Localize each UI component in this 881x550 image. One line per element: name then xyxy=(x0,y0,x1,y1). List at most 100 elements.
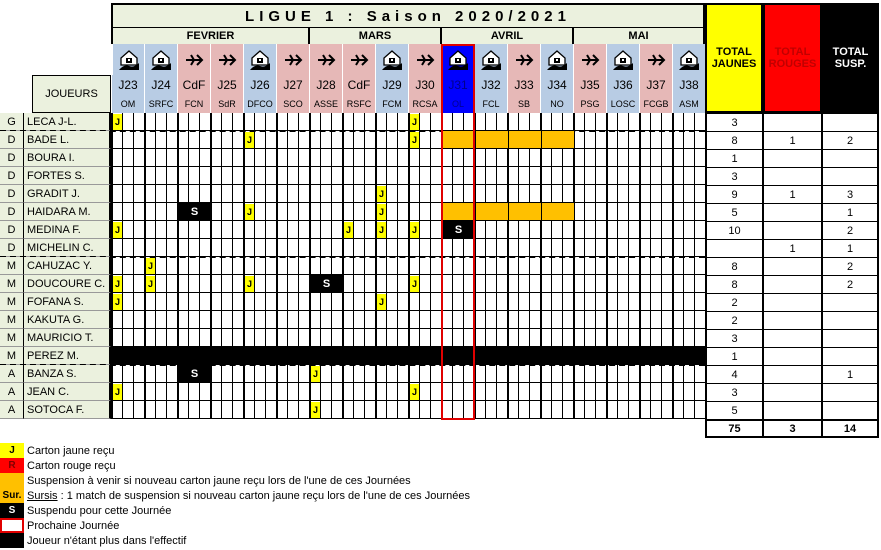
grid-cell xyxy=(210,167,221,185)
grid-cell xyxy=(287,311,298,329)
grid-cell xyxy=(562,311,573,329)
grid-cell xyxy=(375,149,386,167)
grid-cell xyxy=(166,275,177,293)
grid-cell xyxy=(177,257,188,275)
grid-cell xyxy=(650,293,661,311)
grid-cell xyxy=(694,221,705,239)
grid-cell xyxy=(474,113,485,131)
grid-cell xyxy=(452,365,463,383)
grid-cell xyxy=(309,239,320,257)
legend-label: : 1 match de suspension si nouveau carto… xyxy=(57,489,470,502)
grid-cell xyxy=(474,185,485,203)
grid-cell xyxy=(650,311,661,329)
grid-cell xyxy=(243,149,254,167)
grid-cell xyxy=(364,275,375,293)
yellow-card-mark: J xyxy=(410,114,419,130)
legend-label: Carton rouge reçu xyxy=(27,459,116,472)
total-jaunes: 8 xyxy=(705,275,763,294)
grid-cell xyxy=(540,113,551,131)
grid-cell xyxy=(584,149,595,167)
grid-cell xyxy=(595,149,606,167)
total-rouges: 1 xyxy=(763,239,822,258)
grid-cell xyxy=(254,293,265,311)
match-opponent: ASSE xyxy=(309,95,342,113)
grid-cell xyxy=(639,203,650,221)
player-name: JEAN C. xyxy=(24,383,111,401)
grid-cell xyxy=(342,293,353,311)
grid-cell xyxy=(672,275,683,293)
grid-cell xyxy=(650,383,661,401)
grid-cell xyxy=(694,185,705,203)
grid-cell xyxy=(265,293,276,311)
suspended-mark: S xyxy=(310,275,343,293)
grid-cell xyxy=(375,401,386,419)
total-jaunes: 9 xyxy=(705,185,763,204)
grid-cell xyxy=(518,167,529,185)
match-opponent: RCSA xyxy=(408,95,441,113)
grid-cell xyxy=(551,401,562,419)
player-position: M xyxy=(0,311,24,329)
grid-cell xyxy=(551,329,562,347)
grid-cell xyxy=(188,383,199,401)
grid-cell xyxy=(188,239,199,257)
grid-cell xyxy=(144,239,155,257)
total-susp: 3 xyxy=(822,185,879,204)
grid-cell xyxy=(430,185,441,203)
grid-cell xyxy=(276,167,287,185)
grid-cell xyxy=(628,149,639,167)
grid-cell xyxy=(529,185,540,203)
total-rouges: 1 xyxy=(763,131,822,150)
grid-cell xyxy=(309,149,320,167)
grid-cell xyxy=(584,203,595,221)
grid-cell xyxy=(364,185,375,203)
suspended-mark: S xyxy=(442,221,475,239)
grid-cell xyxy=(573,221,584,239)
grid-cell xyxy=(606,365,617,383)
grid-cell xyxy=(309,167,320,185)
grid-cell xyxy=(133,329,144,347)
grid-cell xyxy=(639,167,650,185)
grid-cell xyxy=(463,167,474,185)
grid-cell xyxy=(606,383,617,401)
grid-cell xyxy=(276,365,287,383)
grid-cell xyxy=(595,113,606,131)
grid-cell xyxy=(243,293,254,311)
grid-cell xyxy=(661,401,672,419)
yellow-card-mark: J xyxy=(113,222,122,238)
player-position: D xyxy=(0,167,24,185)
grid-cell xyxy=(155,293,166,311)
grid-cell xyxy=(650,257,661,275)
grid-cell xyxy=(386,311,397,329)
grid-cell xyxy=(661,149,672,167)
suspended-mark: S xyxy=(178,365,211,383)
grid-cell xyxy=(694,131,705,149)
grid-cell xyxy=(419,383,430,401)
group-separator xyxy=(0,256,705,258)
grid-cell xyxy=(287,275,298,293)
grid-cell xyxy=(650,365,661,383)
month-header: MAI xyxy=(573,27,705,45)
total-rouges-header: TOTAL ROUGES xyxy=(763,3,822,113)
grid-cell xyxy=(496,167,507,185)
total-rouges xyxy=(763,329,822,348)
grid-cell xyxy=(375,311,386,329)
grid-cell xyxy=(353,131,364,149)
grid-cell xyxy=(111,401,122,419)
grid-cell xyxy=(397,383,408,401)
grid-cell xyxy=(364,131,375,149)
grid-cell xyxy=(287,221,298,239)
grid-cell xyxy=(265,221,276,239)
grid-cell xyxy=(672,239,683,257)
total-jaunes: 1 xyxy=(705,347,763,366)
grid-cell xyxy=(276,275,287,293)
grid-cell xyxy=(177,239,188,257)
page-title: LIGUE 1 : Saison 2020/2021 xyxy=(111,3,705,28)
grid-cell xyxy=(595,383,606,401)
total-jaunes: 10 xyxy=(705,221,763,240)
grid-cell xyxy=(452,383,463,401)
grid-cell xyxy=(375,365,386,383)
grid-cell xyxy=(562,113,573,131)
legend-text: Carton rouge reçu xyxy=(27,460,116,472)
grid-cell xyxy=(298,149,309,167)
grid-cell xyxy=(606,167,617,185)
